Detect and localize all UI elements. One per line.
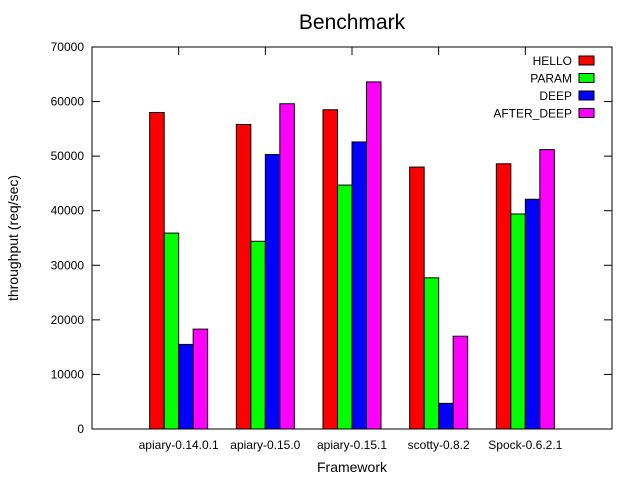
bar-param-2 — [337, 184, 353, 430]
legend-swatch-after-deep — [578, 108, 595, 118]
x-tick-label: apiary-0.15.1 — [317, 438, 387, 452]
y-tick-label: 30000 — [51, 258, 85, 272]
legend-label-hello: HELLO — [533, 54, 572, 68]
y-tick-label: 60000 — [51, 95, 85, 109]
bar-hello-3 — [409, 166, 425, 430]
bar-hello-0 — [149, 111, 165, 430]
y-tick-label: 70000 — [51, 40, 85, 54]
y-tick-label: 10000 — [51, 367, 85, 381]
legend-label-param: PARAM — [530, 72, 572, 86]
bar-deep-4 — [524, 198, 541, 430]
legend-label-after-deep: AFTER_DEEP — [493, 107, 572, 121]
bar-after-deep-1 — [279, 103, 295, 430]
bar-deep-1 — [264, 154, 281, 430]
bar-param-1 — [250, 240, 266, 430]
bar-deep-0 — [178, 343, 194, 430]
y-tick-label: 40000 — [51, 204, 85, 218]
x-axis-labels: apiary-0.14.0.1 apiary-0.15.0 apiary-0.15.… — [139, 47, 563, 452]
chart-title: Benchmark — [299, 11, 406, 34]
bar-hello-4 — [495, 163, 512, 430]
x-tick-label: apiary-0.15.0 — [230, 438, 300, 452]
y-axis-title: throughput (req/sec) — [5, 175, 21, 301]
legend: HELLO PARAM DEEP AFTER_DEEP — [493, 54, 595, 121]
bar-after-deep-4 — [539, 149, 555, 430]
bar-hello-2 — [322, 109, 338, 430]
legend-label-deep: DEEP — [539, 89, 572, 103]
legend-swatch-param — [578, 73, 595, 83]
legend-swatch-hello — [578, 55, 595, 66]
bar-param-3 — [423, 277, 440, 430]
x-tick-label: Spock-0.6.2.1 — [488, 438, 562, 452]
y-tick-label: 50000 — [51, 149, 85, 163]
bar-after-deep-0 — [192, 328, 209, 430]
bar-deep-3 — [438, 402, 454, 430]
x-tick-label: apiary-0.14.0.1 — [139, 438, 219, 452]
legend-swatch-deep — [578, 90, 595, 101]
bar-hello-1 — [235, 123, 252, 430]
x-tick-label: scotty-0.8.2 — [408, 438, 470, 452]
y-tick-label: 0 — [77, 422, 84, 436]
bar-deep-2 — [351, 141, 367, 430]
x-axis-title: Framework — [317, 459, 388, 475]
bar-after-deep-2 — [366, 81, 382, 430]
bar-param-0 — [163, 232, 180, 430]
bar-param-4 — [510, 213, 526, 430]
bar-after-deep-3 — [452, 335, 469, 430]
y-axis-ticks: 0 10000 20000 30000 40000 50000 60000 70000 — [51, 40, 612, 436]
y-tick-label: 20000 — [51, 313, 85, 327]
bars-group — [149, 81, 555, 430]
